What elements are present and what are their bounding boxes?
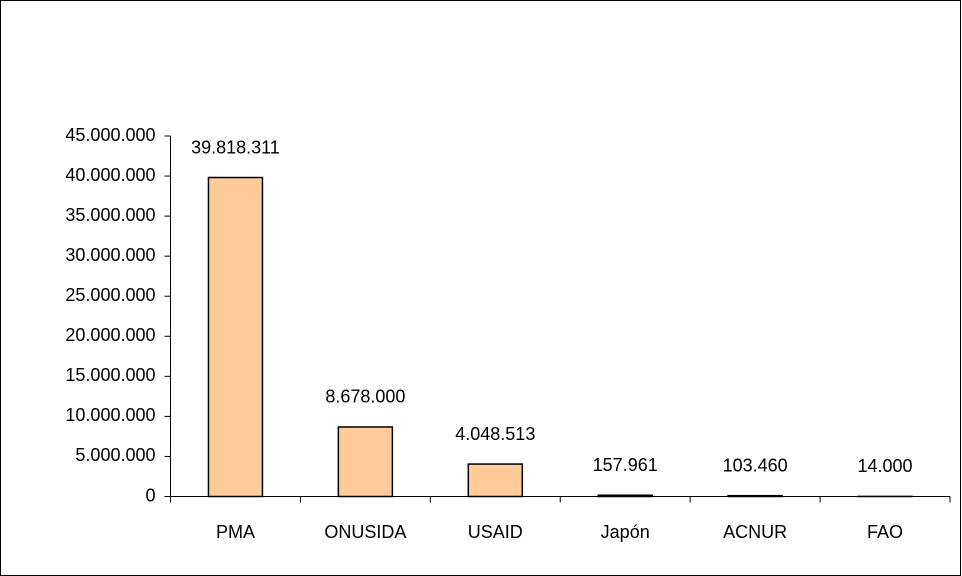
y-tick-label: 5.000.000	[75, 445, 155, 465]
x-tick-label: ONUSIDA	[324, 522, 406, 542]
value-label: 14.000	[858, 456, 913, 476]
y-tick-label: 0	[145, 485, 155, 505]
bar	[597, 494, 653, 498]
bar	[727, 494, 783, 498]
y-tick-label: 45.000.000	[65, 125, 155, 145]
value-label: 8.678.000	[325, 387, 405, 407]
y-tick-label: 20.000.000	[65, 325, 155, 345]
bar	[467, 463, 524, 498]
y-tick-label: 25.000.000	[65, 285, 155, 305]
bar	[207, 176, 264, 498]
x-tick-label: Japón	[601, 522, 650, 542]
x-tick-label: PMA	[216, 522, 255, 542]
y-tick-label: 35.000.000	[65, 205, 155, 225]
x-tick-label: USAID	[468, 522, 523, 542]
bar	[337, 426, 394, 498]
y-tick-label: 15.000.000	[65, 365, 155, 385]
value-label: 4.048.513	[455, 424, 535, 444]
y-tick-label: 10.000.000	[65, 405, 155, 425]
y-tick-label: 40.000.000	[65, 165, 155, 185]
value-label: 39.818.311	[191, 137, 280, 157]
value-label: 157.961	[593, 455, 658, 475]
x-tick-label: ACNUR	[723, 522, 787, 542]
y-tick-label: 30.000.000	[65, 245, 155, 265]
value-label: 103.460	[723, 455, 788, 475]
x-tick-label: FAO	[867, 522, 903, 542]
